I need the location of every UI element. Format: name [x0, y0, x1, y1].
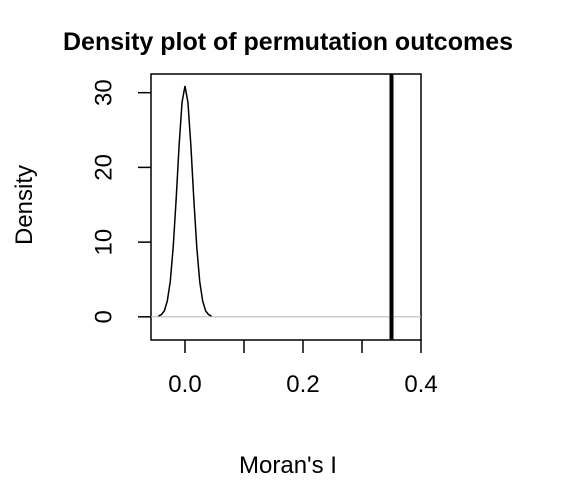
x-axis-label: Moran's I — [239, 452, 337, 479]
x-tick-label: 0.0 — [168, 371, 201, 398]
y-axis-label: Density — [11, 165, 38, 245]
chart-title: Density plot of permutation outcomes — [63, 28, 513, 56]
y-tick-label: 30 — [90, 79, 117, 106]
x-tick-label: 0.4 — [404, 371, 437, 398]
x-tick-label: 0.2 — [286, 371, 319, 398]
y-tick-label: 10 — [90, 229, 117, 256]
y-tick-label: 0 — [90, 310, 117, 323]
density-line — [158, 85, 212, 317]
y-tick-label: 20 — [90, 154, 117, 181]
plot-frame — [150, 73, 422, 341]
